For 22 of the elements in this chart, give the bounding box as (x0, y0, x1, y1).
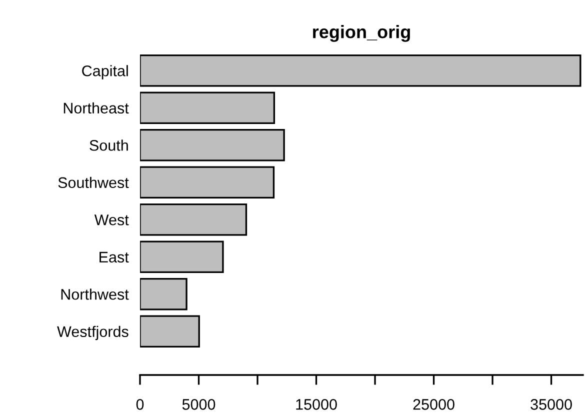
y-tick-label: Southwest (58, 176, 129, 188)
bar (140, 92, 276, 124)
bar (140, 278, 188, 310)
chart-title: region_orig (313, 25, 410, 42)
y-tick-label: Northwest (61, 288, 129, 300)
y-tick-label: West (94, 214, 129, 226)
y-tick-label: Westfjords (57, 326, 128, 340)
x-tick-label: 25000 (413, 399, 454, 410)
y-tick-label: Capital (82, 65, 128, 80)
x-tick-label: 0 (136, 399, 144, 410)
bar (140, 129, 285, 162)
y-tick-label: East (100, 252, 129, 263)
x-tick-label: 35000 (530, 399, 572, 410)
y-tick-label: South (90, 140, 128, 151)
bar (140, 166, 275, 198)
bar (140, 240, 224, 273)
x-tick-label: 15000 (296, 399, 337, 410)
bar (140, 204, 248, 236)
bar (140, 315, 200, 348)
x-tick-label: 5000 (182, 399, 216, 410)
bar (140, 54, 582, 87)
y-tick-label: Northeast (64, 102, 129, 114)
